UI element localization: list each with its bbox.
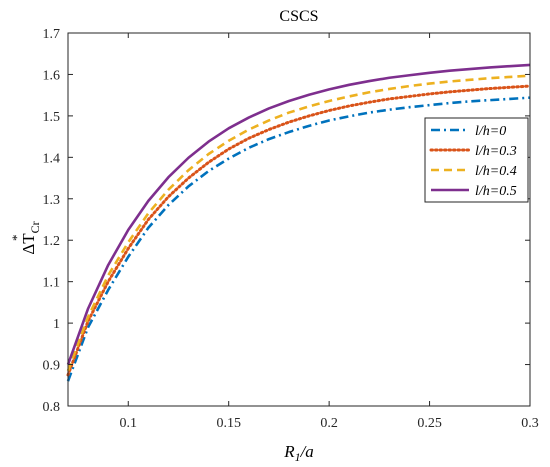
legend-label-2: l/h=0.4 — [475, 164, 517, 179]
plot-area — [68, 33, 530, 406]
y-axis-label-sub: Cr — [28, 221, 42, 233]
x-tick-label: 0.3 — [521, 416, 539, 431]
y-tick-label: 1.2 — [43, 234, 61, 249]
y-tick-label: 0.9 — [43, 359, 61, 374]
y-tick-label: 1.1 — [43, 276, 61, 291]
x-axis-label-rest: /a — [300, 442, 314, 461]
y-tick-label: 1.7 — [43, 27, 61, 42]
y-tick-label: 1.4 — [43, 151, 61, 166]
legend: l/h=0 l/h=0.3 l/h=0.4 l/h=0.5 — [424, 117, 529, 203]
y-axis-label-sup: * — [9, 235, 24, 242]
y-axis-label: ΔTCr * — [9, 221, 42, 254]
legend-label-3: l/h=0.5 — [475, 184, 517, 199]
x-tick-label: 0.1 — [120, 416, 138, 431]
series-line-1 — [66, 84, 532, 377]
x-tick-label: 0.15 — [216, 416, 241, 431]
y-axis-label-main: T — [19, 233, 38, 244]
plot-lines — [66, 63, 532, 382]
series-line-0 — [66, 96, 531, 382]
x-axis-label-main: R — [283, 442, 295, 461]
legend-label-0: l/h=0 — [475, 124, 506, 139]
series-line-2 — [66, 74, 531, 372]
series-line-3 — [66, 63, 531, 365]
x-tick-label: 0.25 — [417, 416, 442, 431]
y-tick-label: 1 — [53, 317, 60, 332]
chart-title: CSCS — [279, 8, 318, 25]
y-tick-label: 1.6 — [43, 68, 61, 83]
legend-label-1: l/h=0.3 — [475, 144, 517, 159]
axes-box — [67, 32, 531, 407]
y-tick-label: 1.3 — [43, 193, 61, 208]
y-tick-label: 0.8 — [43, 400, 61, 415]
x-axis-label-sub: 1 — [295, 450, 301, 464]
legend-box — [424, 117, 529, 203]
y-axis-label-delta: Δ — [19, 244, 38, 255]
x-tick-label: 0.2 — [320, 416, 338, 431]
svg-text:ΔTCr: ΔTCr — [19, 221, 42, 254]
x-axis-label: R1/a — [283, 442, 314, 464]
y-tick-label: 1.5 — [43, 110, 61, 125]
